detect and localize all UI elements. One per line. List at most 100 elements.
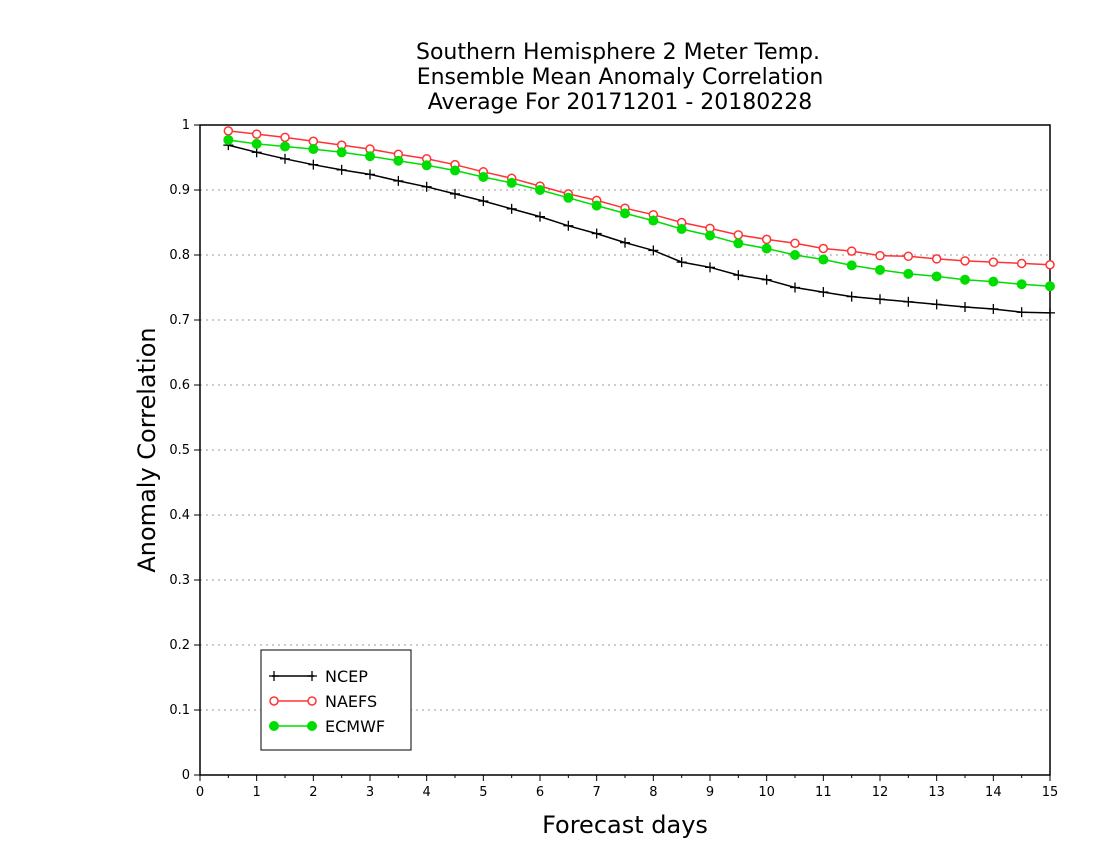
x-tick-label: 8 bbox=[649, 785, 657, 800]
x-tick-label: 6 bbox=[536, 785, 544, 800]
legend-marker-naefs bbox=[307, 696, 317, 706]
x-tick-label: 1 bbox=[253, 785, 261, 800]
x-tick-label: 15 bbox=[1042, 785, 1059, 800]
point-ecmwf bbox=[251, 138, 262, 149]
legend: NCEP NAEFS ECMWF bbox=[260, 649, 412, 751]
x-tick-label: 4 bbox=[423, 785, 431, 800]
point-ecmwf bbox=[506, 177, 517, 188]
point-naefs bbox=[846, 246, 857, 256]
y-tick-label: 0.8 bbox=[169, 248, 190, 263]
point-ncep bbox=[506, 203, 517, 214]
point-ecmwf bbox=[280, 141, 290, 152]
legend-label-naefs: NAEFS bbox=[325, 692, 377, 711]
chart-title-line-2: Ensemble Mean Anomaly Correlation bbox=[417, 65, 824, 90]
point-ncep bbox=[733, 270, 744, 281]
point-ncep bbox=[931, 299, 942, 310]
series-line-naefs bbox=[228, 130, 1051, 266]
point-naefs bbox=[875, 250, 885, 261]
y-tick-label: 0.9 bbox=[169, 183, 190, 198]
x-tick-label: 3 bbox=[366, 785, 374, 800]
point-ncep bbox=[761, 274, 772, 285]
point-ecmwf bbox=[903, 268, 914, 279]
point-ecmwf bbox=[421, 160, 432, 171]
point-ncep bbox=[903, 296, 914, 307]
legend-label-ncep: NCEP bbox=[325, 667, 368, 686]
x-tick-label: 7 bbox=[593, 785, 601, 800]
series-group bbox=[223, 126, 1055, 318]
x-tick-label: 12 bbox=[872, 785, 889, 800]
point-ecmwf bbox=[223, 134, 234, 145]
point-naefs bbox=[733, 230, 744, 240]
chart-title-line-1: Southern Hemisphere 2 Meter Temp. bbox=[416, 40, 820, 65]
point-naefs bbox=[251, 129, 262, 139]
point-naefs bbox=[790, 238, 800, 249]
point-ecmwf bbox=[563, 192, 574, 203]
x-axis-label: Forecast days bbox=[542, 811, 708, 839]
point-ncep bbox=[421, 181, 432, 192]
point-ecmwf bbox=[648, 215, 659, 226]
point-ecmwf bbox=[478, 172, 489, 182]
point-ncep bbox=[790, 282, 800, 293]
point-ncep bbox=[251, 147, 262, 158]
point-naefs bbox=[761, 234, 772, 245]
series-line-ecmwf bbox=[228, 139, 1051, 287]
point-ecmwf bbox=[450, 165, 460, 176]
legend-box bbox=[260, 649, 412, 751]
y-tick-label: 0.3 bbox=[169, 573, 190, 588]
point-naefs bbox=[931, 254, 942, 264]
point-ncep bbox=[308, 159, 319, 170]
point-ecmwf bbox=[308, 144, 319, 155]
x-tick-label: 2 bbox=[309, 785, 317, 800]
series-line-ncep bbox=[228, 144, 1051, 314]
point-ecmwf bbox=[790, 250, 800, 260]
y-tick-label: 0 bbox=[182, 768, 190, 783]
point-ncep bbox=[1045, 307, 1055, 318]
x-tick-label: 9 bbox=[706, 785, 714, 800]
point-ncep bbox=[1016, 307, 1027, 318]
point-ncep bbox=[563, 220, 574, 231]
y-tick-label: 0.2 bbox=[169, 638, 190, 653]
point-ecmwf bbox=[818, 254, 829, 265]
point-ncep bbox=[365, 169, 375, 180]
x-tick-label: 0 bbox=[196, 785, 204, 800]
point-ncep bbox=[846, 291, 857, 302]
point-ncep bbox=[591, 228, 602, 239]
point-ecmwf bbox=[676, 224, 687, 234]
point-naefs bbox=[960, 256, 970, 266]
point-ncep bbox=[393, 175, 404, 186]
point-ecmwf bbox=[620, 208, 630, 219]
point-naefs bbox=[1045, 260, 1055, 270]
y-tick-label: 0.1 bbox=[169, 703, 190, 718]
y-tick-label: 0.5 bbox=[169, 443, 190, 458]
point-ecmwf bbox=[1045, 281, 1055, 292]
point-ecmwf bbox=[591, 200, 602, 211]
point-naefs bbox=[818, 243, 829, 254]
x-tick-label: 5 bbox=[479, 785, 487, 800]
point-ecmwf bbox=[761, 243, 772, 254]
point-ecmwf bbox=[365, 151, 375, 162]
y-axis: 0 0.1 0.2 0.3 0.4 0.5 0.6 0.7 0.8 0.9 1 bbox=[169, 118, 200, 783]
point-ncep bbox=[535, 211, 545, 222]
x-tick-label: 14 bbox=[985, 785, 1002, 800]
legend-marker-ncep bbox=[307, 671, 317, 681]
y-tick-label: 0.4 bbox=[169, 508, 190, 523]
x-tick-label: 13 bbox=[928, 785, 945, 800]
chart-title: Southern Hemisphere 2 Meter Temp. Ensemb… bbox=[416, 40, 823, 115]
legend-marker-ncep bbox=[269, 671, 279, 681]
point-ncep bbox=[336, 164, 347, 175]
point-ncep bbox=[648, 245, 659, 256]
point-ecmwf bbox=[988, 276, 999, 287]
y-tick-label: 0.7 bbox=[169, 313, 190, 328]
legend-marker-ecmwf bbox=[307, 721, 317, 731]
x-axis: 0 1 2 3 4 5 6 7 8 9 10 11 12 13 14 15 bbox=[196, 775, 1058, 800]
x-tick-label: 11 bbox=[815, 785, 832, 800]
point-ecmwf bbox=[846, 260, 857, 271]
legend-marker-naefs bbox=[269, 696, 279, 706]
point-ecmwf bbox=[1016, 279, 1027, 290]
point-ncep bbox=[620, 237, 630, 248]
point-naefs bbox=[223, 126, 234, 136]
legend-label-ecmwf: ECMWF bbox=[325, 717, 385, 736]
point-ecmwf bbox=[705, 230, 715, 241]
point-ecmwf bbox=[733, 238, 744, 249]
chart-title-line-3: Average For 20171201 - 20180228 bbox=[428, 90, 813, 115]
